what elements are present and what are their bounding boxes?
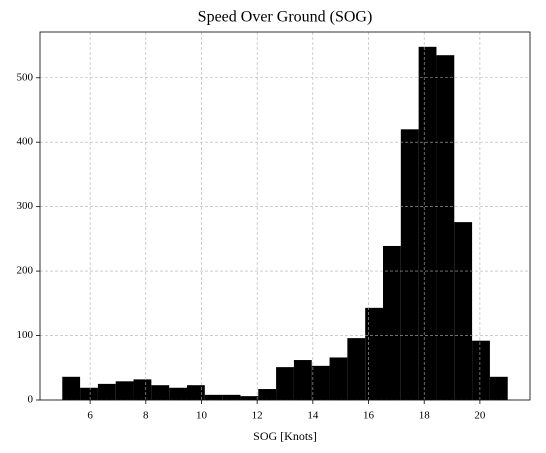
bar [169, 387, 187, 400]
bar [311, 365, 330, 400]
bar [347, 338, 366, 400]
x-tick-label: 8 [143, 410, 149, 422]
bar [365, 307, 383, 400]
bar [80, 387, 98, 400]
bar [418, 46, 437, 400]
chart-title: Speed Over Ground (SOG) [198, 9, 373, 26]
x-tick-label: 20 [474, 410, 486, 422]
y-tick-label: 400 [17, 136, 34, 148]
y-tick-label: 300 [17, 200, 34, 212]
y-tick-label: 0 [28, 394, 34, 406]
x-tick-label: 16 [363, 410, 375, 422]
bar [97, 383, 116, 400]
bar [436, 55, 455, 400]
x-tick-label: 14 [307, 410, 319, 422]
bar [115, 381, 134, 400]
bar [276, 367, 294, 400]
x-tick-label: 6 [87, 410, 93, 422]
x-axis-label: SOG [Knots] [253, 429, 317, 443]
x-tick-label: 18 [419, 410, 431, 422]
x-tick-label: 10 [196, 410, 208, 422]
y-tick-label: 500 [17, 71, 34, 83]
bar [293, 360, 312, 400]
y-tick-label: 100 [17, 329, 34, 341]
x-tick-label: 12 [252, 410, 263, 422]
bar [329, 357, 348, 400]
bar [222, 394, 241, 400]
bar [151, 385, 170, 400]
axes-frame [39, 31, 531, 401]
bar [489, 376, 508, 400]
bar [133, 379, 152, 400]
bar [240, 396, 259, 400]
bar [472, 340, 490, 400]
bar [204, 394, 223, 400]
bar [383, 245, 401, 400]
bar [62, 376, 81, 400]
bar [400, 129, 419, 400]
bar [454, 222, 473, 400]
bar [258, 389, 277, 400]
bar [187, 385, 205, 400]
y-tick-label: 200 [17, 265, 34, 277]
